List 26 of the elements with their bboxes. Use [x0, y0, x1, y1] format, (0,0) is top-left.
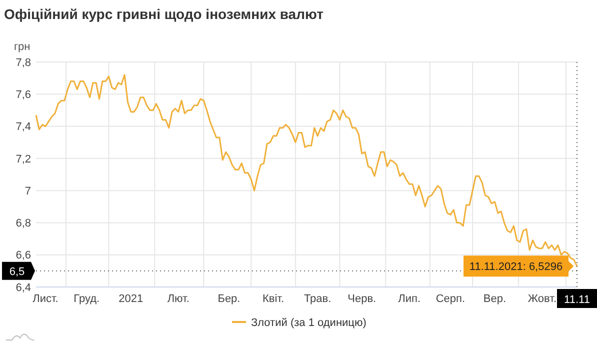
x-tick-label: 2021 [118, 293, 144, 305]
x-tick-label: Груд. [74, 293, 100, 305]
x-tick-label: 11.11 [564, 294, 590, 306]
y-tick-label: 6,6 [16, 250, 31, 262]
ref-line-label: 6,5 [9, 266, 25, 278]
y-tick-label: 7,6 [16, 88, 31, 101]
x-tick-label: Серп. [436, 293, 466, 305]
annotation: 11.11.2021: 6,5296 [469, 261, 563, 274]
x-tick-label: Бер. [218, 293, 240, 305]
y-tick-label: 7,2 [16, 153, 31, 166]
y-tick-label: 7 [24, 185, 31, 198]
x-tick-label: Черв. [348, 293, 376, 305]
y-tick-label: 6,4 [16, 282, 31, 294]
y-tick-label: 6,8 [16, 218, 31, 230]
legend-label: Злотий (за 1 одиницю) [251, 316, 366, 329]
x-tick-label: Трав. [304, 293, 332, 305]
x-tick-label: Лист. [32, 293, 58, 305]
x-tick-label: Квіт. [262, 293, 284, 305]
y-tick-label: 7,4 [16, 121, 31, 134]
y-tick-label: 7,8 [16, 56, 31, 69]
x-tick-label: Лип. [398, 293, 421, 305]
x-tick-label: Жовт. [528, 293, 557, 305]
x-tick-label: Лют. [167, 293, 190, 305]
chart-title: Офіційний курс гривні щодо іноземних валют [4, 6, 324, 22]
x-tick-label: Вер. [483, 293, 506, 305]
y-axis-title: грн [14, 41, 30, 53]
